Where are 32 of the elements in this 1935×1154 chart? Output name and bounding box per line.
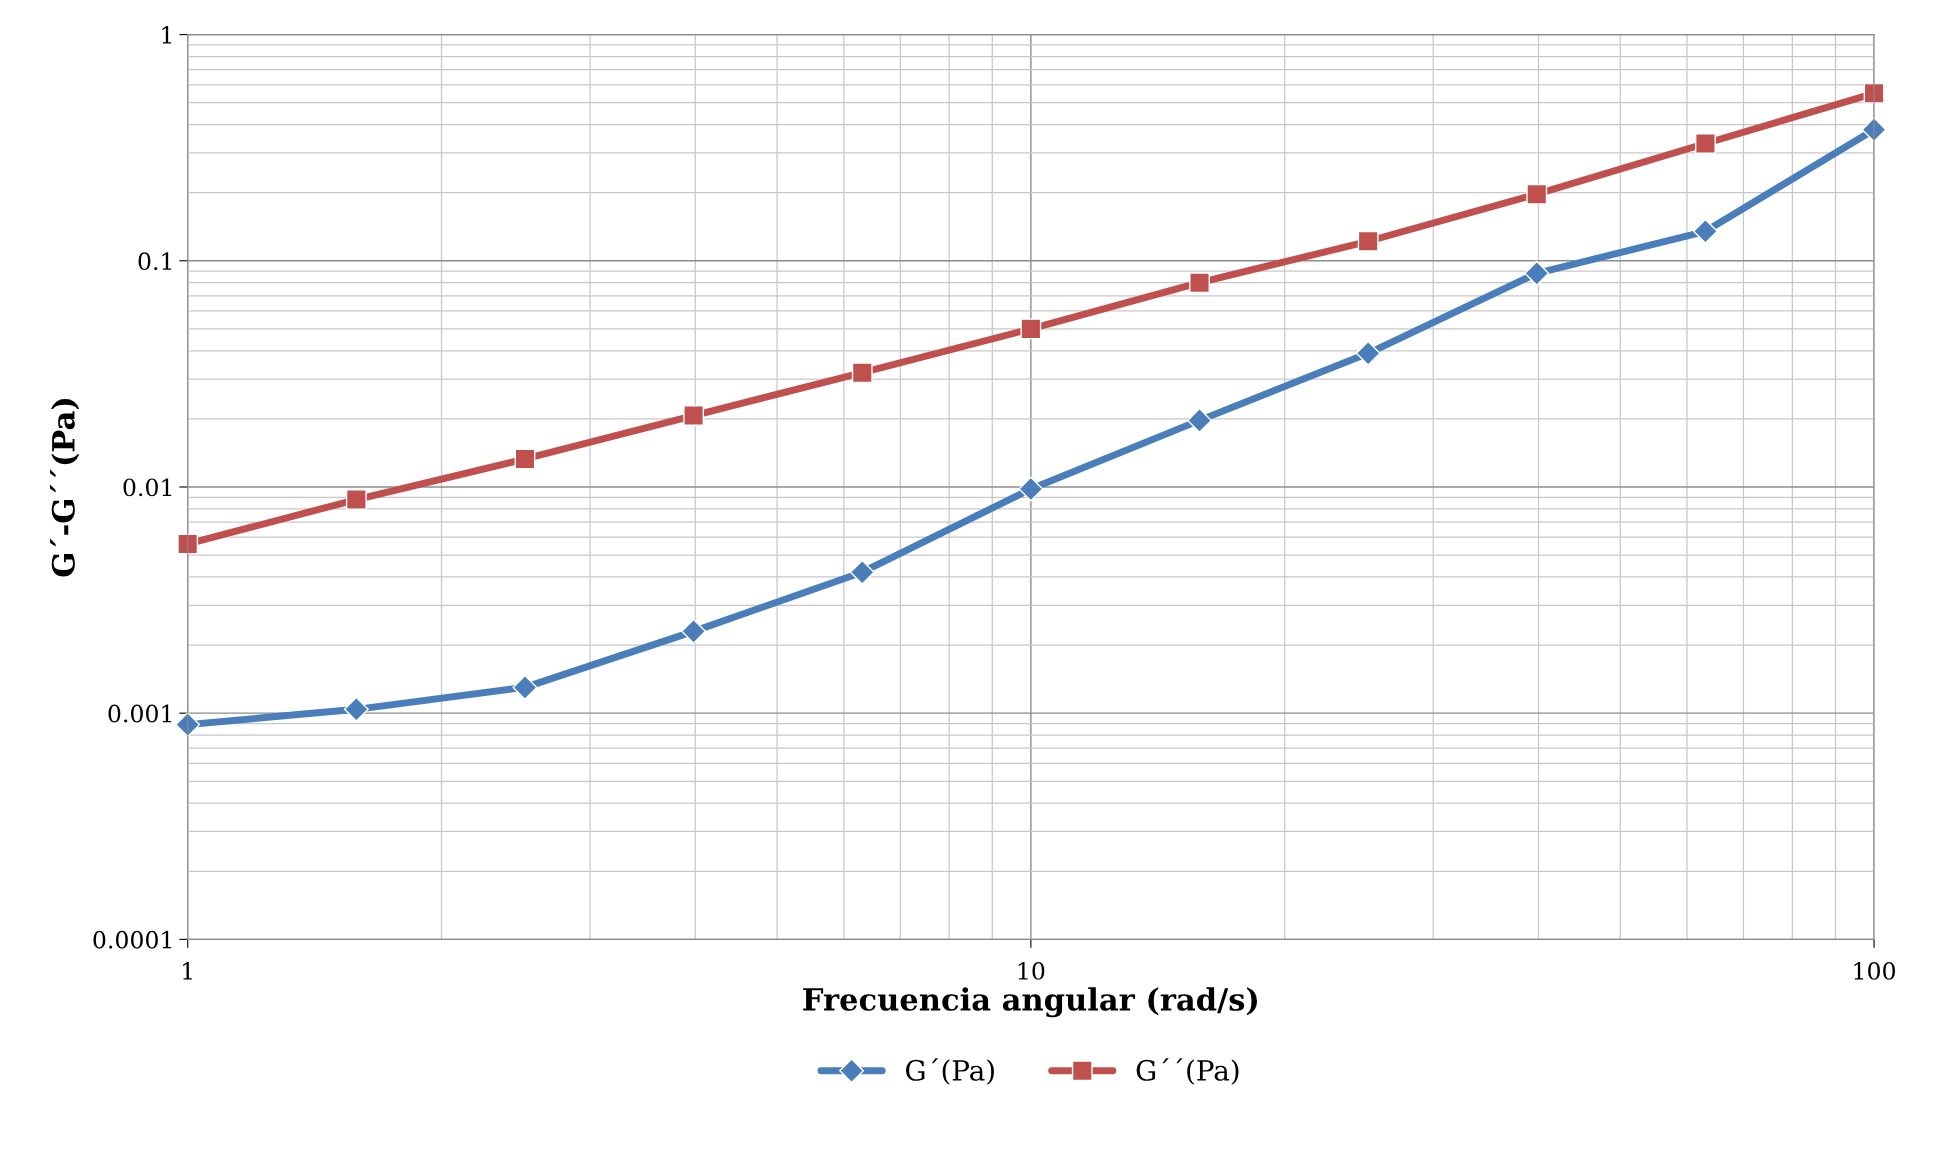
point [345,489,367,510]
point [1695,133,1716,154]
point [175,712,201,738]
y-tick-label: 0.1 [138,252,172,271]
point [683,405,705,426]
point [1355,340,1381,366]
point [177,533,199,555]
point [1524,260,1550,286]
y-tick-label: 0.01 [123,478,172,497]
y-tick-label: 1 [162,26,172,44]
y-axis-title: G´-G´´(Pa) [49,399,80,577]
legend-label: G´´(Pa) [1136,1058,1239,1085]
point [849,559,875,585]
point [1357,230,1379,252]
point [514,448,536,470]
x-tick-label: 10 [1018,962,1045,980]
legend-label: G´(Pa) [905,1058,994,1085]
point [1018,476,1044,502]
point [1020,318,1042,340]
point [343,696,369,722]
point [1189,272,1210,294]
point [1692,218,1718,244]
x-tick-label: 100 [1854,962,1896,980]
y-tick-label: 0.0001 [93,930,172,949]
point [1187,407,1213,433]
point [851,362,873,384]
point [681,618,707,644]
y-tick-label: 0.001 [108,704,172,723]
x-axis-title: Frecuencia angular (rad/s) [803,987,1258,1018]
point [1526,183,1548,205]
point [512,674,538,700]
x-tick-label: 1 [183,962,192,980]
